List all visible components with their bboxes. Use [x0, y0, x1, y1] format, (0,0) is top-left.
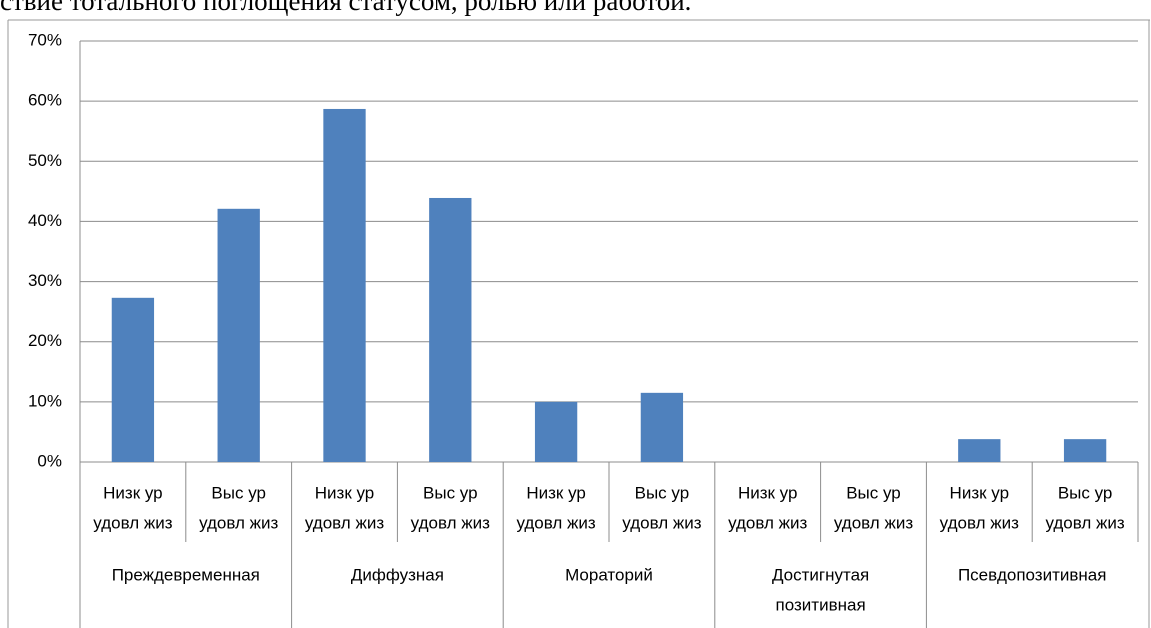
group-label: Достигнутая [772, 565, 869, 584]
x-tick-label: удовл жиз [940, 513, 1019, 532]
x-tick-label: удовл жиз [199, 513, 278, 532]
x-tick-label: удовл жиз [516, 513, 595, 532]
y-tick-label: 50% [28, 151, 62, 170]
y-tick-label: 70% [28, 30, 62, 49]
bar [217, 208, 260, 462]
x-tick-label: Выс ур [846, 483, 901, 502]
x-tick-label: удовл жиз [834, 513, 913, 532]
x-tick-label: удовл жиз [411, 513, 490, 532]
bar [111, 297, 155, 462]
page-caption: ствие тотального поглощения статусом, ро… [0, 0, 691, 16]
bar [640, 392, 684, 462]
y-tick-label: 10% [28, 391, 62, 410]
y-tick-label: 60% [28, 91, 62, 110]
bar [323, 108, 366, 462]
group-label: позитивная [776, 595, 866, 614]
x-tick-label: Низк ур [950, 483, 1010, 502]
x-tick-label: Низк ур [738, 483, 798, 502]
group-label: Диффузная [351, 565, 444, 584]
x-tick-label: удовл жиз [305, 513, 384, 532]
x-tick-label: Выс ур [1058, 483, 1113, 502]
x-tick-label: Низк ур [526, 483, 586, 502]
x-tick-label: Низк ур [103, 483, 163, 502]
y-tick-label: 30% [28, 271, 62, 290]
x-tick-label: Выс ур [635, 483, 690, 502]
x-tick-label: удовл жиз [728, 513, 807, 532]
group-label: Псевдопозитивная [958, 565, 1107, 584]
group-label: Мораторий [565, 565, 653, 584]
x-tick-label: удовл жиз [622, 513, 701, 532]
x-tick-label: удовл жиз [1045, 513, 1124, 532]
x-tick-label: Выс ур [211, 483, 266, 502]
bar [534, 401, 578, 462]
bar [429, 197, 472, 463]
y-tick-label: 0% [37, 451, 62, 470]
group-label: Преждевременная [112, 565, 260, 584]
bar [958, 439, 1001, 462]
bar [1063, 439, 1107, 462]
x-tick-label: Низк ур [315, 483, 375, 502]
y-tick-label: 40% [28, 211, 62, 230]
x-tick-label: Выс ур [423, 483, 478, 502]
x-tick-label: удовл жиз [93, 513, 172, 532]
y-tick-label: 20% [28, 331, 62, 350]
